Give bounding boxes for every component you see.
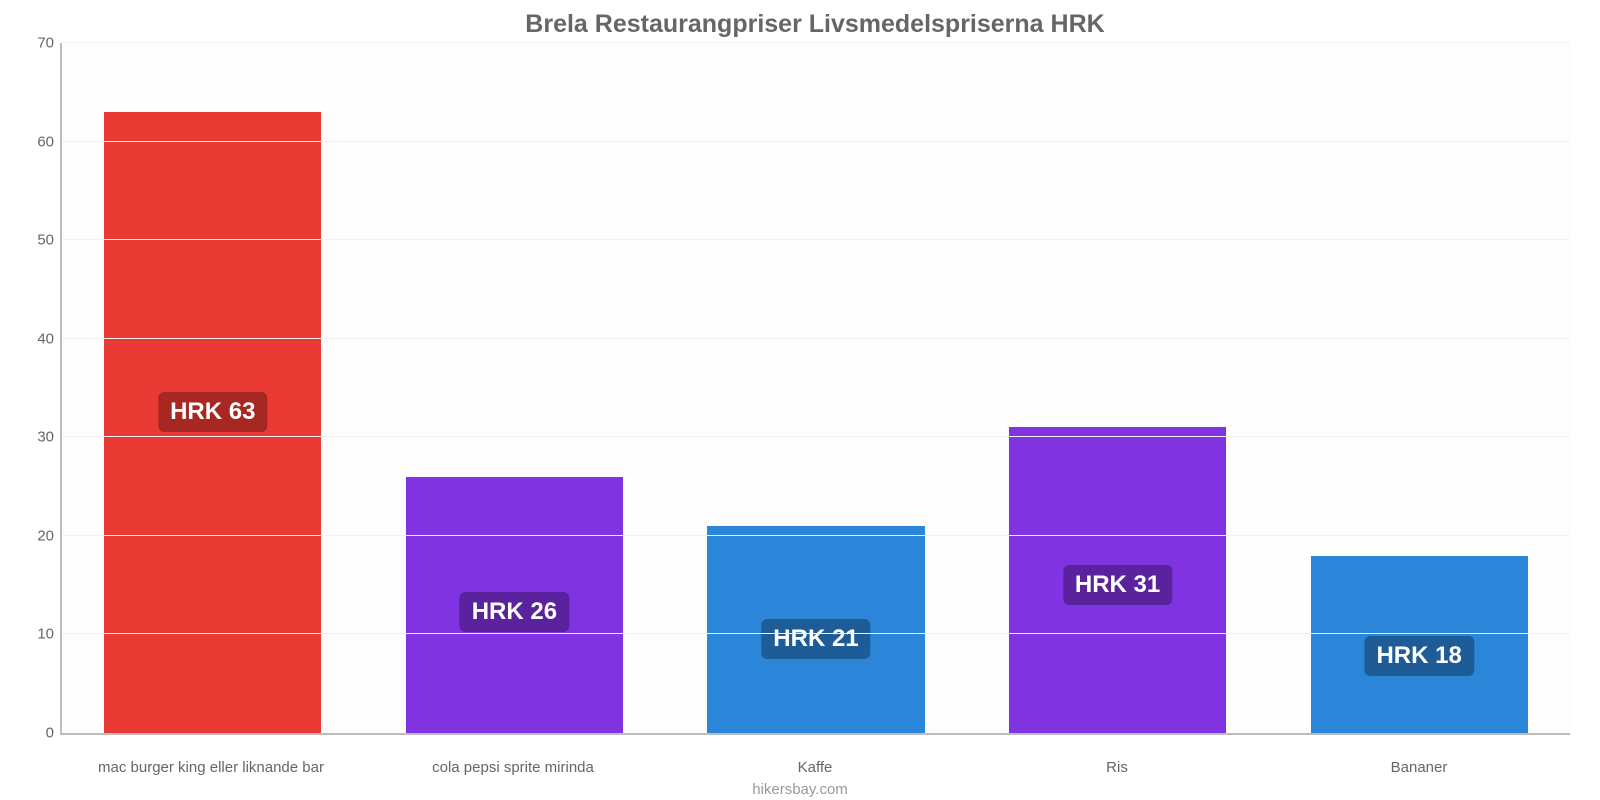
price-bar-chart: Brela Restaurangpriser Livsmedelsprisern…	[0, 0, 1600, 800]
y-tick-label: 30	[37, 429, 54, 446]
x-tick-label: Bananer	[1268, 759, 1570, 776]
value-badge: HRK 63	[158, 392, 267, 432]
gridline	[62, 338, 1570, 339]
bars-container: HRK 63 HRK 26 HRK 21 HRK 31 HRK 18	[62, 43, 1570, 733]
gridline	[62, 42, 1570, 43]
y-tick-label: 0	[46, 725, 54, 742]
y-tick-label: 50	[37, 232, 54, 249]
bar-slot: HRK 18	[1268, 43, 1570, 733]
bar: HRK 26	[406, 477, 623, 733]
y-tick-label: 20	[37, 527, 54, 544]
chart-title: Brela Restaurangpriser Livsmedelsprisern…	[60, 10, 1570, 39]
value-badge: HRK 31	[1063, 565, 1172, 605]
y-tick-label: 40	[37, 330, 54, 347]
bar-slot: HRK 63	[62, 43, 364, 733]
bar-slot: HRK 31	[967, 43, 1269, 733]
bar: HRK 18	[1311, 556, 1528, 733]
x-tick-label: mac burger king eller liknande bar	[60, 759, 362, 776]
bar: HRK 21	[707, 526, 924, 733]
y-tick-label: 60	[37, 133, 54, 150]
value-badge: HRK 26	[460, 592, 569, 632]
gridline	[62, 436, 1570, 437]
source-label: hikersbay.com	[0, 781, 1600, 798]
bar-slot: HRK 21	[665, 43, 967, 733]
y-tick-label: 10	[37, 626, 54, 643]
gridline	[62, 535, 1570, 536]
value-badge: HRK 18	[1364, 636, 1473, 676]
bar: HRK 63	[104, 112, 321, 733]
gridline	[62, 633, 1570, 634]
bar: HRK 31	[1009, 427, 1226, 733]
value-badge: HRK 21	[761, 619, 870, 659]
x-tick-label: Kaffe	[664, 759, 966, 776]
bar-slot: HRK 26	[364, 43, 666, 733]
x-axis-labels: mac burger king eller liknande barcola p…	[60, 759, 1570, 776]
x-tick-label: Ris	[966, 759, 1268, 776]
y-tick-label: 70	[37, 35, 54, 52]
plot-area: HRK 63HRK 26HRK 21HRK 31HRK 18 010203040…	[60, 43, 1570, 735]
gridline	[62, 141, 1570, 142]
gridline	[62, 239, 1570, 240]
x-tick-label: cola pepsi sprite mirinda	[362, 759, 664, 776]
